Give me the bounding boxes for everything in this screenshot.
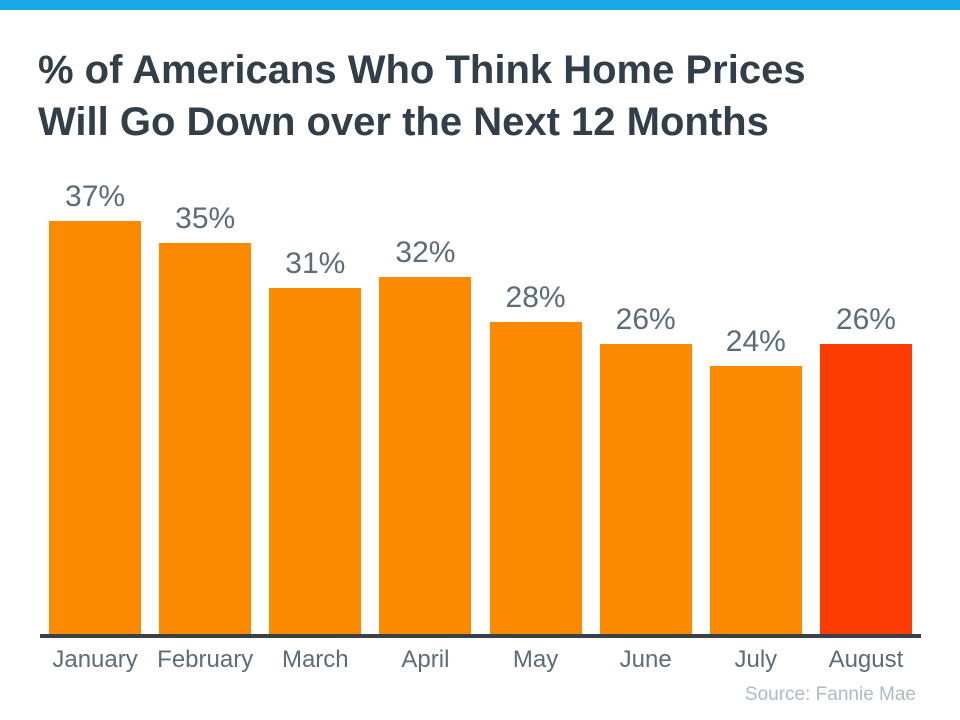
x-axis-label: February	[157, 646, 254, 673]
bar-column: 26%	[591, 303, 701, 634]
bar-value-label: 32%	[395, 236, 456, 269]
x-axis-label: March	[281, 646, 349, 673]
bar-column: 37%	[40, 180, 150, 634]
bar-july	[709, 366, 802, 634]
x-axis-label: June	[619, 646, 672, 673]
x-axis-label: April	[401, 646, 450, 673]
page-title-line-1: % of Americans Who Think Home Prices	[38, 48, 806, 92]
bar-value-label: 26%	[615, 303, 676, 336]
bar-february	[159, 243, 252, 634]
bar-august	[819, 344, 912, 634]
bar-april	[379, 277, 472, 634]
x-axis-label: May	[512, 646, 559, 673]
bar-june	[599, 344, 692, 634]
page-title: % of Americans Who Think Home Prices Wil…	[38, 44, 930, 148]
bar-january	[49, 221, 142, 634]
bar-column: 35%	[150, 202, 260, 634]
x-axis-line	[40, 634, 921, 638]
x-axis-label: January	[52, 646, 138, 673]
bar-column: 32%	[370, 236, 480, 634]
source-credit: Source: Fannie Mae	[744, 684, 916, 705]
bar-value-label: 24%	[725, 325, 786, 358]
bar-value-label: 35%	[175, 202, 236, 235]
bar-column: 31%	[260, 247, 370, 634]
x-axis-label: August	[828, 646, 904, 673]
x-axis-label: July	[734, 646, 778, 673]
top-accent-strip	[0, 0, 960, 10]
bar-march	[269, 288, 362, 634]
bar-value-label: 37%	[65, 180, 126, 213]
bar-may	[489, 322, 582, 634]
page-title-line-2: Will Go Down over the Next 12 Months	[38, 100, 769, 144]
bar-column: 28%	[481, 281, 591, 634]
bar-column: 26%	[811, 303, 921, 634]
x-axis-labels: January February March April May June July Augu…	[40, 646, 921, 674]
bar-value-label: 31%	[285, 247, 346, 280]
bar-value-label: 28%	[505, 281, 566, 314]
bar-column: 24%	[701, 325, 811, 634]
bar-chart: 37% 35% 31% 32% 28% 26% 24% 26%	[40, 178, 921, 634]
bar-value-label: 26%	[835, 303, 896, 336]
